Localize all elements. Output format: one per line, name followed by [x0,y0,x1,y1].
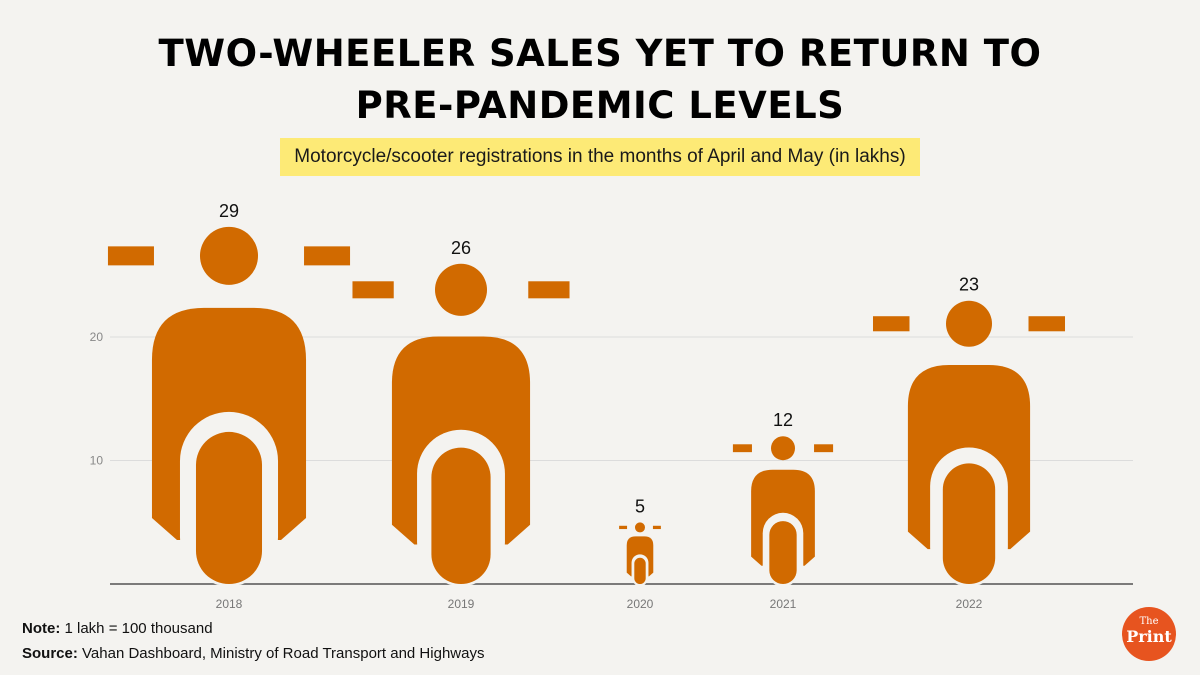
note: Note: 1 lakh = 100 thousand [22,620,213,637]
scooter-handlebar-left [732,444,752,453]
y-tick-label-10: 10 [90,454,104,468]
scooter-headlight [945,300,993,347]
scooter-handlebar-left [107,246,154,266]
note-text: 1 lakh = 100 thousand [64,620,213,637]
scooter-bar-2019 [352,263,570,586]
x-tick-label-2019: 2019 [448,597,475,611]
scooter-wheel [634,557,646,584]
chart-subtitle: Motorcycle/scooter registrations in the … [280,138,920,176]
scooter-headlight [634,522,646,533]
scooter-wheel [195,431,263,584]
title-line-2: PRE-PANDEMIC LEVELS [355,84,845,127]
x-tick-label-2022: 2022 [956,597,983,611]
y-tick-label-20: 20 [90,330,104,344]
value-label-2019: 26 [451,238,471,258]
scooter-handlebar-right [528,281,570,299]
scooter-headlight [199,226,259,285]
value-label-2020: 5 [635,496,645,516]
scooter-bar-2020 [619,522,661,586]
value-label-2022: 23 [959,275,979,295]
scooter-handlebar-left [619,525,628,530]
scooter-handlebar-left [352,281,394,299]
x-tick-label-2018: 2018 [216,597,243,611]
scooter-bar-2022 [872,300,1066,586]
value-label-2018: 29 [219,201,239,221]
x-tick-label-2021: 2021 [770,597,797,611]
scooter-headlight [770,436,796,461]
scooter-headlight [434,263,488,316]
scooter-wheel [431,447,491,584]
theprint-logo: The Print [1122,607,1176,661]
scooter-handlebar-right [652,525,661,530]
scooter-handlebar-right [814,444,834,453]
scooter-handlebar-left [872,316,910,332]
logo-line-2: Print [1126,627,1172,646]
logo-line-1: The [1139,616,1159,627]
scooter-handlebar-right [1028,316,1066,332]
chart-title: TWO-WHEELER SALES YET TO RETURN TO PRE-P… [0,28,1200,132]
x-tick-label-2020: 2020 [627,597,654,611]
source-text: Vahan Dashboard, Ministry of Road Transp… [82,645,485,662]
scooter-bar-2021 [732,436,834,586]
scooter-wheel [942,463,996,584]
source: Source: Vahan Dashboard, Ministry of Roa… [22,645,484,662]
scooter-bar-2018 [107,226,351,586]
scooter-wheel [769,521,797,584]
source-label: Source: [22,645,78,662]
scooter-handlebar-right [304,246,351,266]
note-label: Note: [22,620,61,637]
title-line-1: TWO-WHEELER SALES YET TO RETURN TO [158,32,1042,75]
value-label-2021: 12 [773,410,793,430]
